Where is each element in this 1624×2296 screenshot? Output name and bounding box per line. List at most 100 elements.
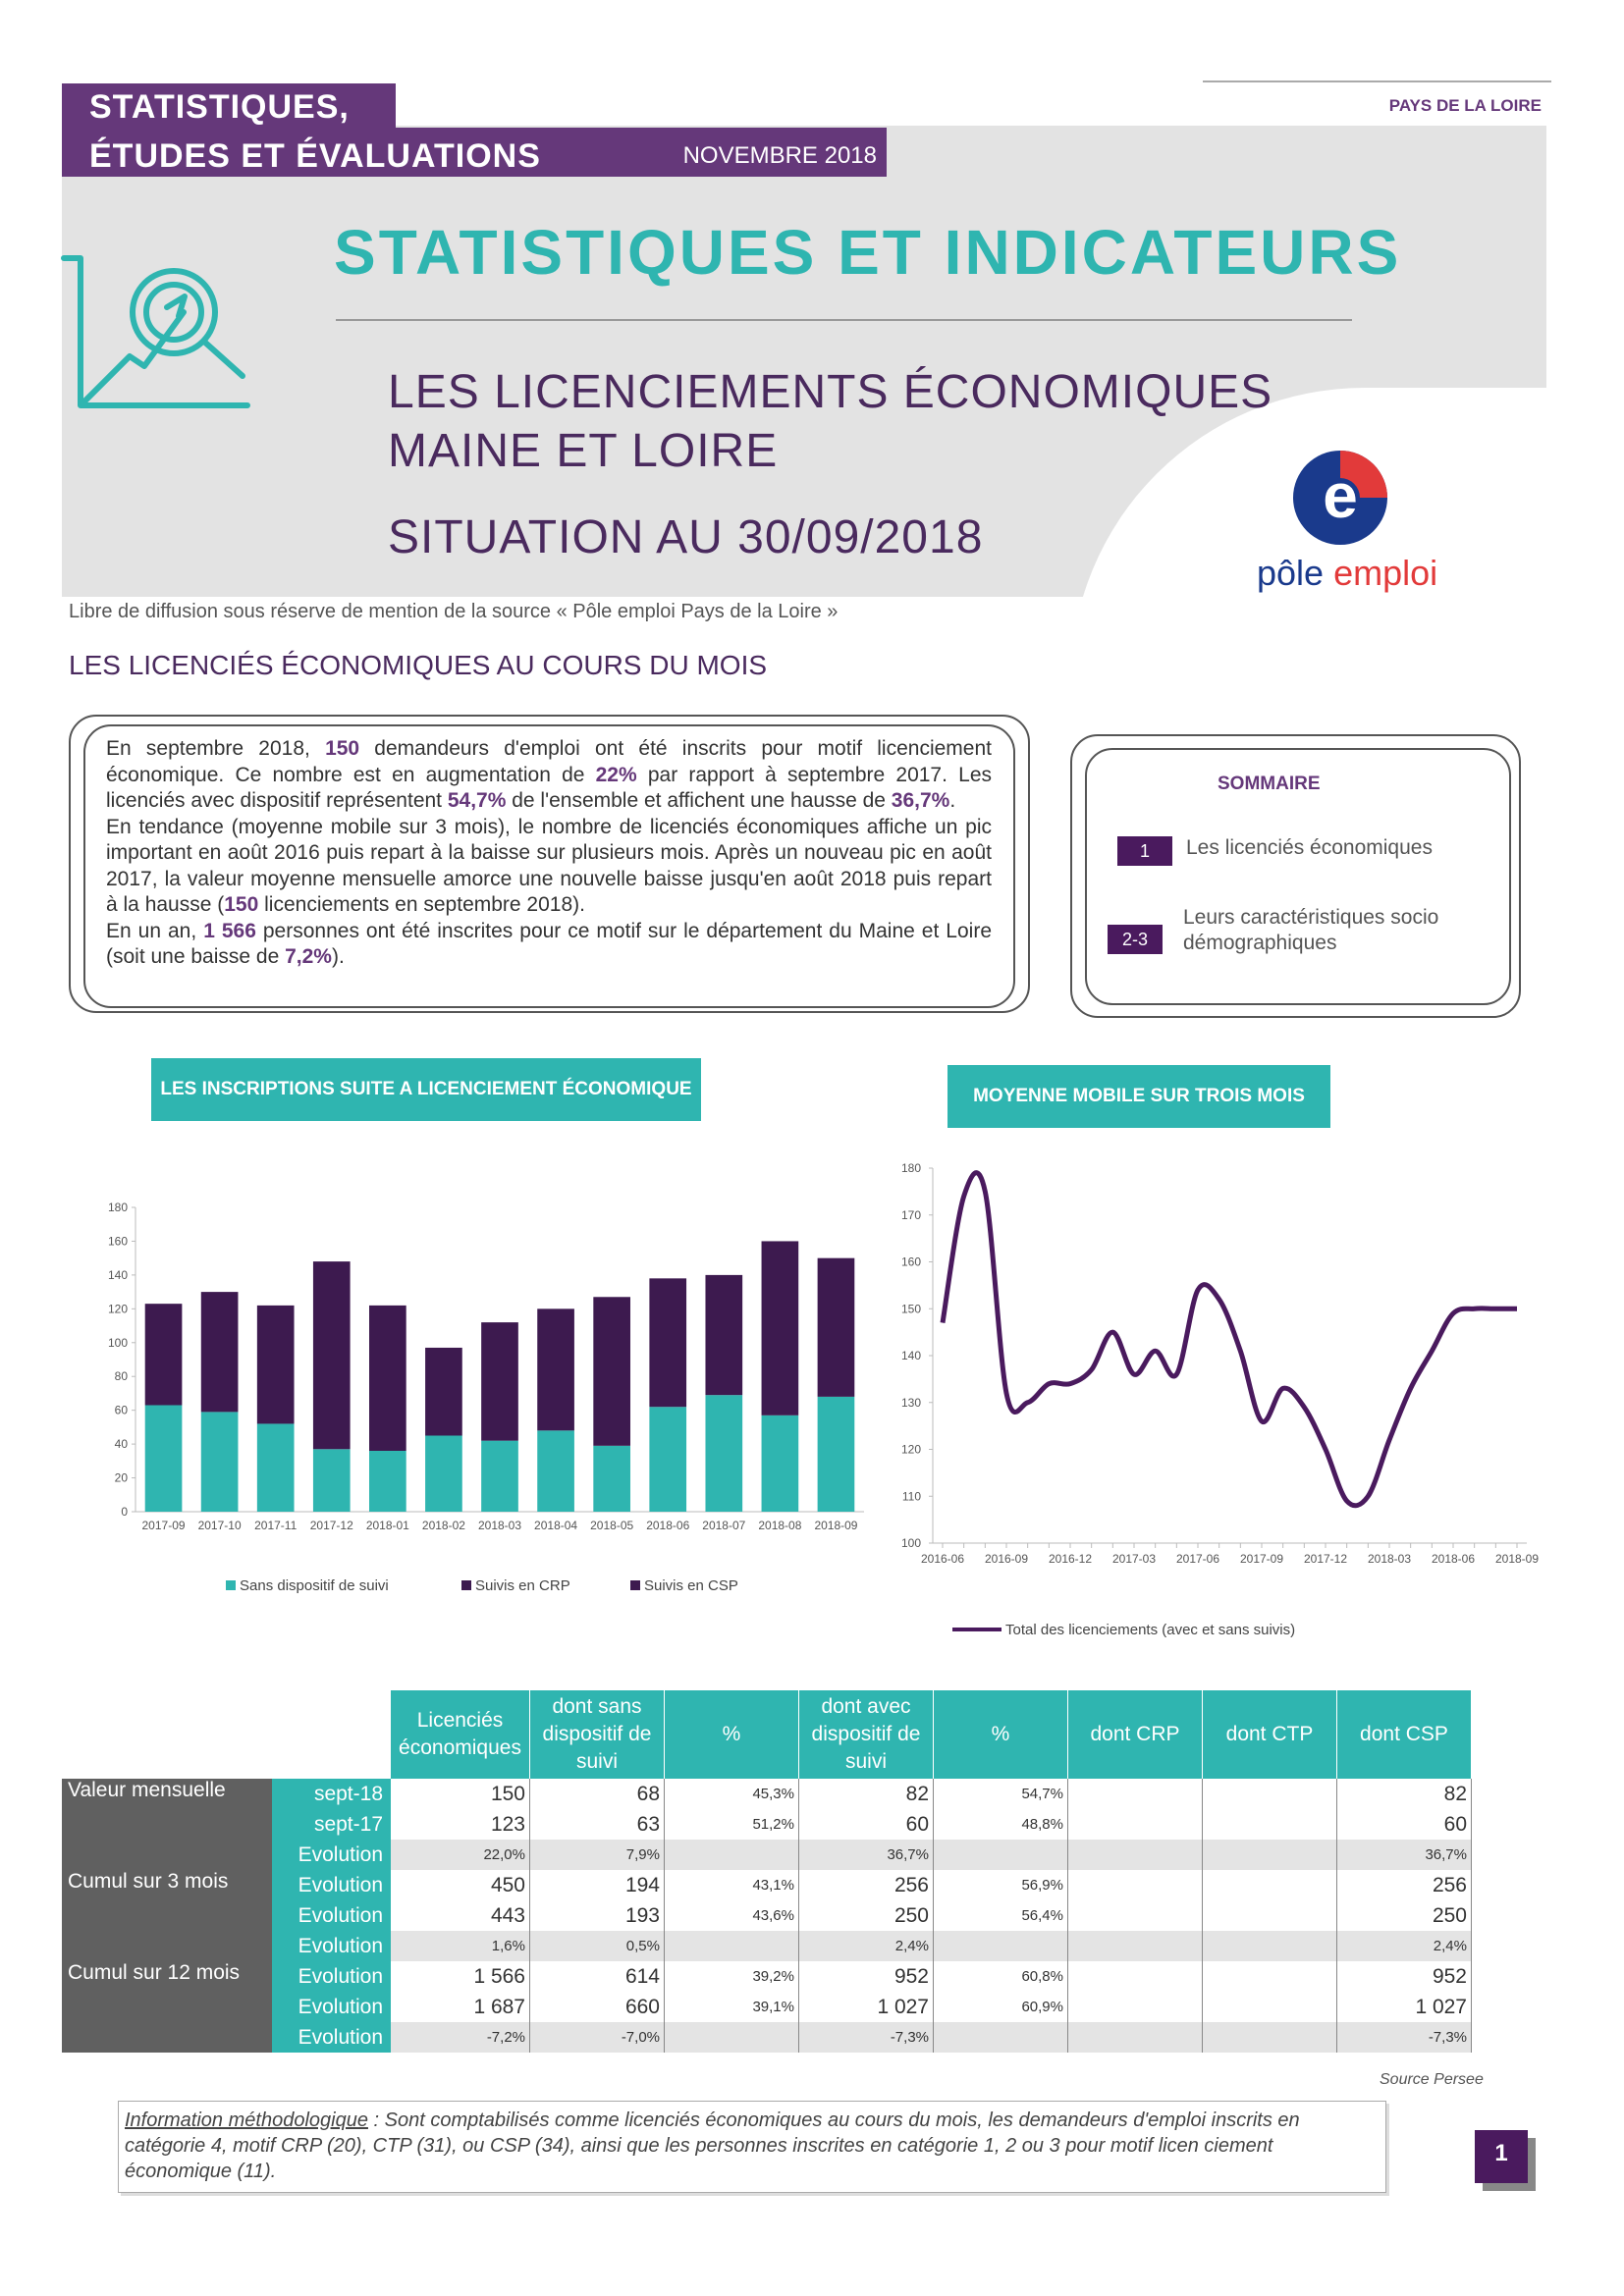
chart-magnifier-icon bbox=[61, 255, 250, 408]
table-cell bbox=[664, 2022, 799, 2053]
summary-text: En septembre 2018, 150 demandeurs d'empl… bbox=[106, 737, 992, 968]
x-tick-label: 2018-09 bbox=[1495, 1552, 1539, 1566]
x-tick-label: 2018-06 bbox=[1432, 1552, 1475, 1566]
table-cell bbox=[1067, 1809, 1203, 1840]
table-cell bbox=[933, 1840, 1068, 1870]
table-cell: 60,9% bbox=[933, 1992, 1068, 2022]
brand-line1: STATISTIQUES, bbox=[89, 88, 350, 126]
table-cell: 952 bbox=[798, 1961, 934, 1992]
table-cell: 45,3% bbox=[664, 1779, 799, 1809]
sommaire-label-2[interactable]: Leurs caractéristiques socio démographiq… bbox=[1183, 906, 1439, 954]
table-source: Source Persee bbox=[1380, 2071, 1484, 2088]
x-tick-label: 2017-11 bbox=[254, 1519, 297, 1532]
table-cell bbox=[933, 2022, 1068, 2053]
table-cell bbox=[1067, 2022, 1203, 2053]
region-label: PAYS DE LA LOIRE bbox=[1388, 96, 1542, 115]
table-cell: 1 027 bbox=[798, 1992, 934, 2022]
publication-date: NOVEMBRE 2018 bbox=[682, 142, 877, 169]
table-cell: 36,7% bbox=[798, 1840, 934, 1870]
row-label: Evolution bbox=[272, 1870, 391, 1900]
table-cell: 82 bbox=[1336, 1779, 1472, 1809]
sommaire-num-1[interactable]: 1 bbox=[1117, 836, 1172, 866]
x-tick-label: 2016-06 bbox=[921, 1552, 964, 1566]
table-cell bbox=[664, 1931, 799, 1961]
x-tick-label: 2018-07 bbox=[702, 1519, 745, 1532]
bar-chart: 0 20 40 60 80 100 120 140 160 180 2017-09 2017-10 20… bbox=[108, 1201, 864, 1594]
table-cell bbox=[1067, 1840, 1203, 1870]
subtitle-line1: LES LICENCIEMENTS ÉCONOMIQUES bbox=[388, 366, 1273, 418]
col-ctp: dont CTP bbox=[1202, 1690, 1337, 1779]
table-cell: 39,1% bbox=[664, 1992, 799, 2022]
x-tick-label: 2018-08 bbox=[758, 1519, 801, 1532]
summary-box-shadow bbox=[69, 715, 1030, 1013]
svg-text:e: e bbox=[1323, 460, 1358, 531]
table-cell: 2,4% bbox=[1336, 1931, 1472, 1961]
table-cell: 82 bbox=[798, 1779, 934, 1809]
table-row: Evolution 1 687 660 39,1% 1 027 60,9% 1 027 bbox=[62, 1992, 1472, 2022]
stats-table-wrap: Licenciés économiques dont sans disposit… bbox=[62, 1690, 1472, 2053]
row-label: Evolution bbox=[272, 1900, 391, 1931]
sommaire-num-2[interactable]: 2-3 bbox=[1108, 925, 1163, 954]
pole-emploi-logo: e pôle emploi bbox=[1242, 447, 1458, 604]
bar-segment bbox=[649, 1407, 687, 1512]
x-tick-label: 2016-12 bbox=[1049, 1552, 1092, 1566]
bar-segment bbox=[369, 1305, 406, 1451]
table-cell bbox=[1067, 1779, 1203, 1809]
x-tick-label: 2018-03 bbox=[478, 1519, 521, 1532]
bar-segment bbox=[312, 1449, 351, 1512]
methodology-text: Information méthodologique : Sont compta… bbox=[125, 2109, 1300, 2182]
table-cell: 660 bbox=[529, 1992, 665, 2022]
x-tick-label: 2017-12 bbox=[310, 1519, 353, 1532]
row-group-label: Cumul sur 3 mois bbox=[62, 1870, 272, 1961]
stats-table: Licenciés économiques dont sans disposit… bbox=[62, 1690, 1472, 2053]
table-cell bbox=[1202, 1992, 1337, 2022]
bar-segment bbox=[481, 1322, 518, 1441]
bar-segment bbox=[369, 1451, 406, 1512]
col-csp: dont CSP bbox=[1336, 1690, 1472, 1779]
table-cell: 1,6% bbox=[391, 1931, 530, 1961]
x-tick-label: 2018-03 bbox=[1368, 1552, 1411, 1566]
bar-segment bbox=[817, 1257, 855, 1397]
col-crp: dont CRP bbox=[1067, 1690, 1203, 1779]
x-tick-label: 2018-09 bbox=[814, 1519, 857, 1532]
table-row: Cumul sur 3 mois Evolution 450 194 43,1% 256 5… bbox=[62, 1870, 1472, 1961]
table-cell bbox=[933, 1931, 1068, 1961]
table-cell bbox=[664, 1840, 799, 1870]
section-title: LES LICENCIÉS ÉCONOMIQUES AU COURS DU MO… bbox=[69, 650, 768, 680]
legend-label: Suivis en CSP bbox=[644, 1577, 738, 1594]
bar-segment bbox=[425, 1435, 462, 1512]
bar-segment bbox=[256, 1423, 295, 1512]
bar-segment bbox=[705, 1274, 743, 1396]
y-tick-label: 60 bbox=[115, 1404, 129, 1417]
legend-label: Sans dispositif de suivi bbox=[240, 1577, 389, 1594]
table-cell: 0,5% bbox=[529, 1931, 665, 1961]
methodology-box: Information méthodologique : Sont compta… bbox=[118, 2101, 1386, 2193]
col-licencies: Licenciés économiques bbox=[391, 1690, 530, 1779]
sommaire-label-1[interactable]: Les licenciés économiques bbox=[1186, 836, 1433, 859]
table-cell: 2,4% bbox=[798, 1931, 934, 1961]
x-tick-label: 2018-04 bbox=[534, 1519, 577, 1532]
table-cell: 1 566 bbox=[391, 1961, 530, 1992]
table-cell: -7,3% bbox=[1336, 2022, 1472, 2053]
table-cell: 60 bbox=[798, 1809, 934, 1840]
diffusion-note: Libre de diffusion sous réserve de menti… bbox=[69, 601, 839, 622]
table-cell bbox=[1202, 1840, 1337, 1870]
table-cell: 193 bbox=[529, 1900, 665, 1931]
logo-text-pole: pôle bbox=[1257, 553, 1325, 593]
table-cell bbox=[1202, 1809, 1337, 1840]
table-row: Evolution 1,6% 0,5% 2,4% 2,4% bbox=[62, 1931, 1472, 1961]
table-cell: 68 bbox=[529, 1779, 665, 1809]
y-tick-label: 120 bbox=[108, 1302, 128, 1315]
subtitle-line3: SITUATION AU 30/09/2018 bbox=[388, 511, 984, 563]
y-tick-label: 40 bbox=[115, 1437, 129, 1451]
bar-segment bbox=[200, 1292, 239, 1413]
y-tick-label: 150 bbox=[901, 1302, 921, 1315]
brand-line2: ÉTUDES ET ÉVALUATIONS bbox=[89, 137, 541, 175]
table-cell: 256 bbox=[798, 1870, 934, 1900]
y-tick-label: 120 bbox=[901, 1443, 921, 1457]
subtitle-line2: MAINE ET LOIRE bbox=[388, 425, 779, 477]
table-cell: 48,8% bbox=[933, 1809, 1068, 1840]
table-cell bbox=[1067, 1992, 1203, 2022]
table-cell: 60,8% bbox=[933, 1961, 1068, 1992]
col-pct-sans: % bbox=[664, 1690, 799, 1779]
